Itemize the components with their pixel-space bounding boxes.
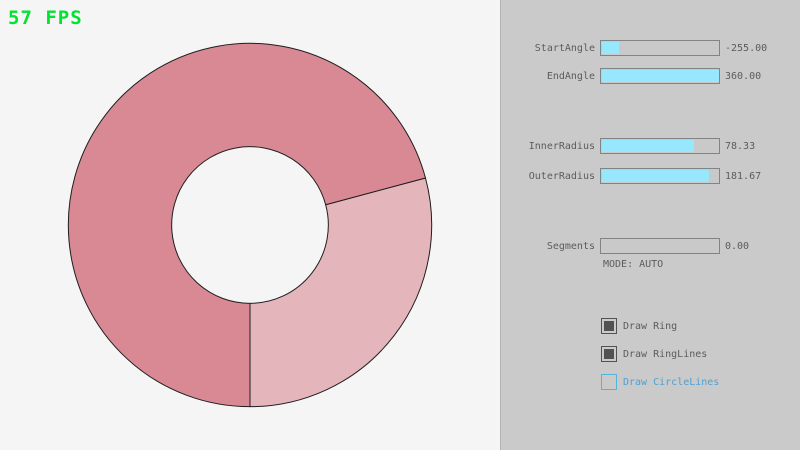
slider-label: InnerRadius — [528, 140, 595, 152]
slider-track[interactable] — [600, 138, 720, 154]
ring-chart — [67, 42, 433, 408]
checkbox-row-draw-ringlines[interactable]: Draw RingLines — [601, 346, 707, 362]
slider-label: OuterRadius — [528, 170, 595, 182]
checkbox-checked-icon[interactable] — [601, 318, 617, 334]
checkbox-label[interactable]: Draw CircleLines — [623, 376, 720, 388]
slider-row-innerradius: InnerRadius 78.33 — [501, 138, 800, 154]
checkbox-row-draw-circlelines[interactable]: Draw CircleLines — [601, 374, 719, 390]
slider-track[interactable] — [600, 40, 720, 56]
checkbox-checked-icon[interactable] — [601, 346, 617, 362]
slider-row-segments: Segments 0.00 — [501, 238, 800, 254]
checkbox-label[interactable]: Draw Ring — [623, 320, 678, 332]
slider-value: 360.00 — [725, 70, 762, 82]
slider-group: StartAngle -255.00 EndAngle 360.00 InnerRadi… — [501, 0, 800, 450]
slider-value: -255.00 — [725, 42, 768, 54]
slider-value: 0.00 — [725, 240, 750, 252]
slider-label: EndAngle — [546, 70, 595, 82]
slider-row-outerradius: OuterRadius 181.67 — [501, 168, 800, 184]
checkbox-fill — [604, 377, 614, 387]
slider-row-endangle: EndAngle 360.00 — [501, 68, 800, 84]
slider-track[interactable] — [600, 238, 720, 254]
checkbox-unchecked-icon[interactable] — [601, 374, 617, 390]
slider-label: StartAngle — [534, 42, 595, 54]
ring-segment-double-pass — [67, 42, 427, 408]
checkbox-fill — [604, 349, 614, 359]
checkbox-row-draw-ring[interactable]: Draw Ring — [601, 318, 677, 334]
slider-track[interactable] — [600, 168, 720, 184]
slider-value: 181.67 — [725, 170, 762, 182]
slider-fill — [602, 170, 710, 182]
slider-fill — [602, 140, 695, 152]
fps-counter: 57 FPS — [8, 7, 83, 29]
checkbox-label[interactable]: Draw RingLines — [623, 348, 708, 360]
checkbox-group: Draw Ring Draw RingLines Draw CircleLines — [501, 0, 800, 450]
ring-segment-single-pass — [249, 177, 433, 408]
control-panel: StartAngle -255.00 EndAngle 360.00 InnerRadi… — [500, 0, 800, 450]
mode-label: MODE: AUTO — [603, 259, 664, 270]
slider-row-startangle: StartAngle -255.00 — [501, 40, 800, 56]
checkbox-fill — [604, 321, 614, 331]
slider-value: 78.33 — [725, 140, 756, 152]
slider-label: Segments — [546, 240, 595, 252]
slider-track[interactable] — [600, 68, 720, 84]
slider-fill — [602, 70, 719, 82]
slider-fill — [602, 42, 620, 54]
